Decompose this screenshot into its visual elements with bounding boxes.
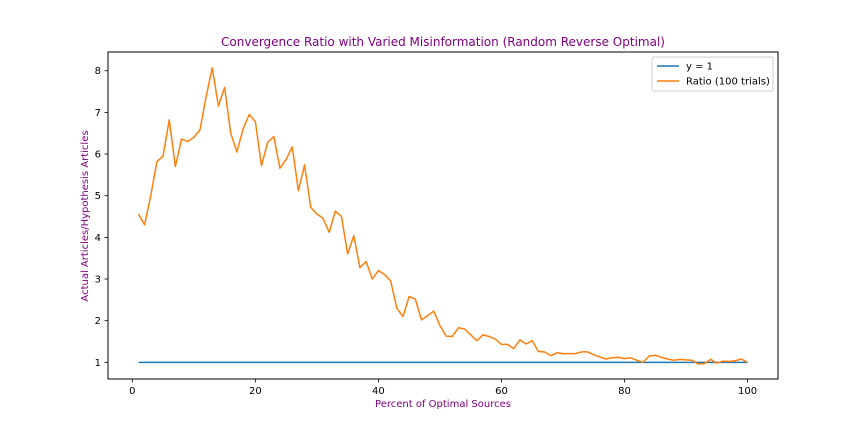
plot-area [137,67,748,365]
x-tick-label: 40 [372,386,385,397]
y-tick-label: 8 [95,66,101,77]
y-tick-label: 5 [95,191,101,202]
legend: y = 1 Ratio (100 trials) [651,56,774,92]
x-axis-label: Percent of Optimal Sources [375,399,511,410]
legend-box [651,56,774,92]
legend-label-ratio: Ratio (100 trials) [686,77,770,88]
series-line-ratio-100-trials [137,67,748,365]
y-axis-label: Actual Articles/Hypothesis Articles [80,130,91,301]
x-tick-label: 60 [495,386,508,397]
x-axis: 0 20 40 60 80 100 [129,379,757,397]
y-tick-label: 7 [95,108,101,119]
y-tick-label: 4 [95,233,101,244]
y-tick-label: 3 [95,275,101,286]
y-tick-label: 2 [95,316,101,327]
legend-label-y-equals-1: y = 1 [686,62,713,73]
x-tick-label: 100 [738,386,757,397]
y-tick-label: 1 [95,358,101,369]
x-tick-label: 0 [129,386,135,397]
axes-frame [107,51,779,380]
x-tick-label: 20 [249,386,262,397]
y-tick-label: 6 [95,150,101,161]
x-tick-label: 80 [618,386,631,397]
chart-title: Convergence Ratio with Varied Misinforma… [221,35,665,49]
y-axis: 1 2 3 4 5 6 7 8 [95,66,108,369]
